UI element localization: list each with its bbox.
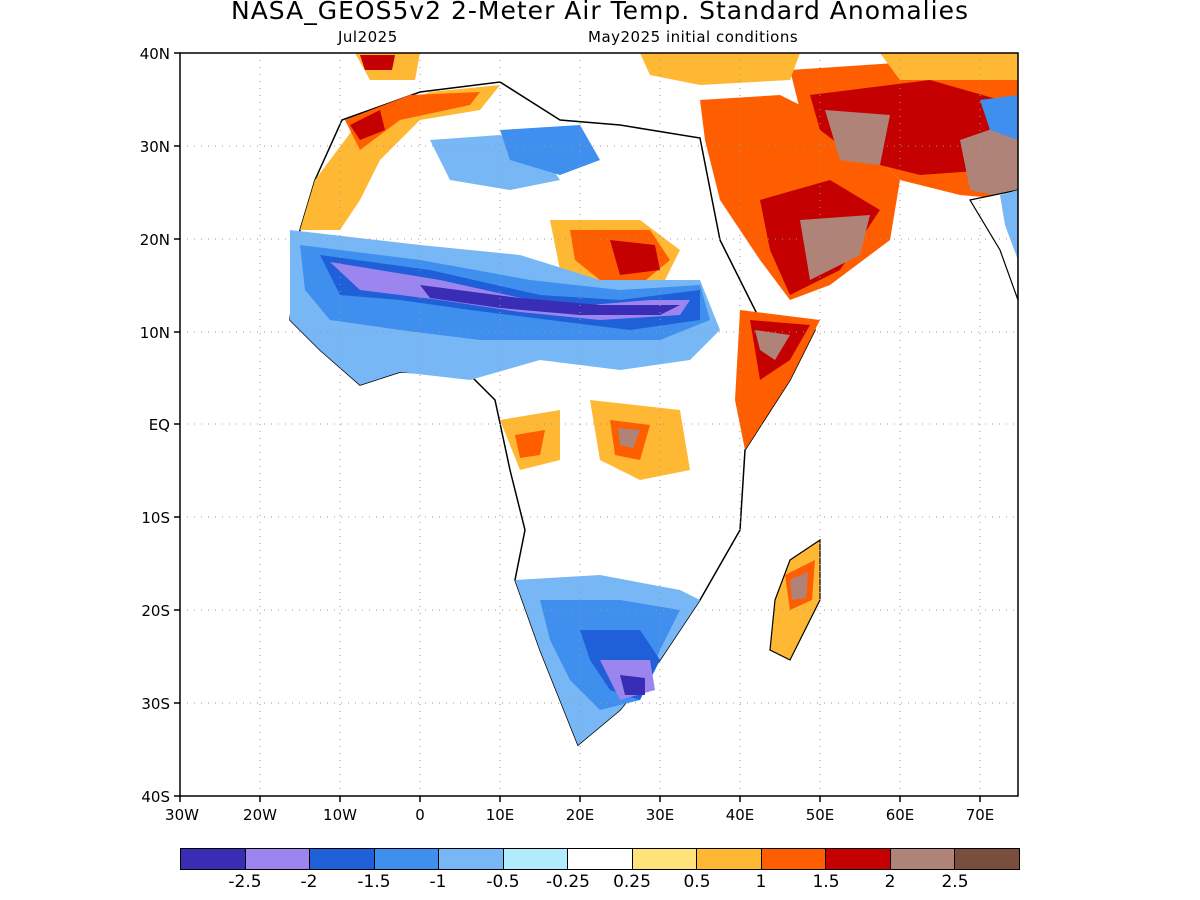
colorbar-swatch bbox=[439, 849, 504, 869]
colorbar-label: -1.5 bbox=[357, 872, 391, 892]
init-conditions: May2025 initial conditions bbox=[588, 28, 799, 46]
colorbar-label: 2 bbox=[884, 872, 896, 892]
lon-label-70e: 70E bbox=[966, 806, 995, 824]
colorbar-swatch bbox=[890, 849, 956, 869]
colorbar-swatch bbox=[955, 849, 1019, 869]
colorbar-label: -1 bbox=[429, 872, 447, 892]
colorbar-label: 0.25 bbox=[613, 872, 651, 892]
lat-label-10s: 10S bbox=[141, 509, 170, 527]
colorbar-swatch bbox=[310, 849, 375, 869]
lon-label-20w: 20W bbox=[243, 806, 277, 824]
graticule bbox=[180, 53, 1018, 796]
colorbar-label: -2.5 bbox=[228, 872, 262, 892]
lat-label-30s: 30S bbox=[141, 695, 170, 713]
colorbar-swatch bbox=[503, 849, 569, 869]
colorbar-swatch bbox=[826, 849, 891, 869]
colorbar-swatch bbox=[181, 849, 246, 869]
colorbar-label: 1 bbox=[755, 872, 767, 892]
lon-label-60e: 60E bbox=[886, 806, 915, 824]
lat-label-10n: 10N bbox=[140, 324, 170, 342]
colorbar-swatch bbox=[697, 849, 762, 869]
colorbar-label: 2.5 bbox=[941, 872, 969, 892]
lon-label-20e: 20E bbox=[566, 806, 595, 824]
colorbar-label: -2 bbox=[300, 872, 318, 892]
lat-label-eq: EQ bbox=[149, 416, 170, 434]
valid-month: Jul2025 bbox=[338, 28, 398, 46]
colorbar-swatch bbox=[245, 849, 311, 869]
lon-label-0: 0 bbox=[415, 806, 425, 824]
colorbar-swatch bbox=[374, 849, 440, 869]
lon-label-30w: 30W bbox=[165, 806, 199, 824]
lon-label-40e: 40E bbox=[726, 806, 755, 824]
colorbar bbox=[180, 848, 1020, 870]
colorbar-label: -0.5 bbox=[486, 872, 520, 892]
colorbar-swatch bbox=[632, 849, 698, 869]
colorbar-label: 0.5 bbox=[683, 872, 711, 892]
lon-label-50e: 50E bbox=[806, 806, 835, 824]
anomaly-field bbox=[289, 53, 1018, 747]
lat-label-40s: 40S bbox=[141, 788, 170, 806]
lon-label-10w: 10W bbox=[323, 806, 357, 824]
lon-label-30e: 30E bbox=[646, 806, 675, 824]
lat-label-20s: 20S bbox=[141, 602, 170, 620]
lon-label-10e: 10E bbox=[486, 806, 515, 824]
colorbar-label: -0.25 bbox=[546, 872, 590, 892]
lat-label-30n: 30N bbox=[140, 138, 170, 156]
map-title: NASA_GEOS5v2 2-Meter Air Temp. Standard … bbox=[231, 0, 969, 25]
lat-label-20n: 20N bbox=[140, 231, 170, 249]
lat-label-40n: 40N bbox=[140, 45, 170, 63]
colorbar-swatch bbox=[761, 849, 827, 869]
colorbar-swatch bbox=[568, 849, 633, 869]
colorbar-label: 1.5 bbox=[812, 872, 840, 892]
